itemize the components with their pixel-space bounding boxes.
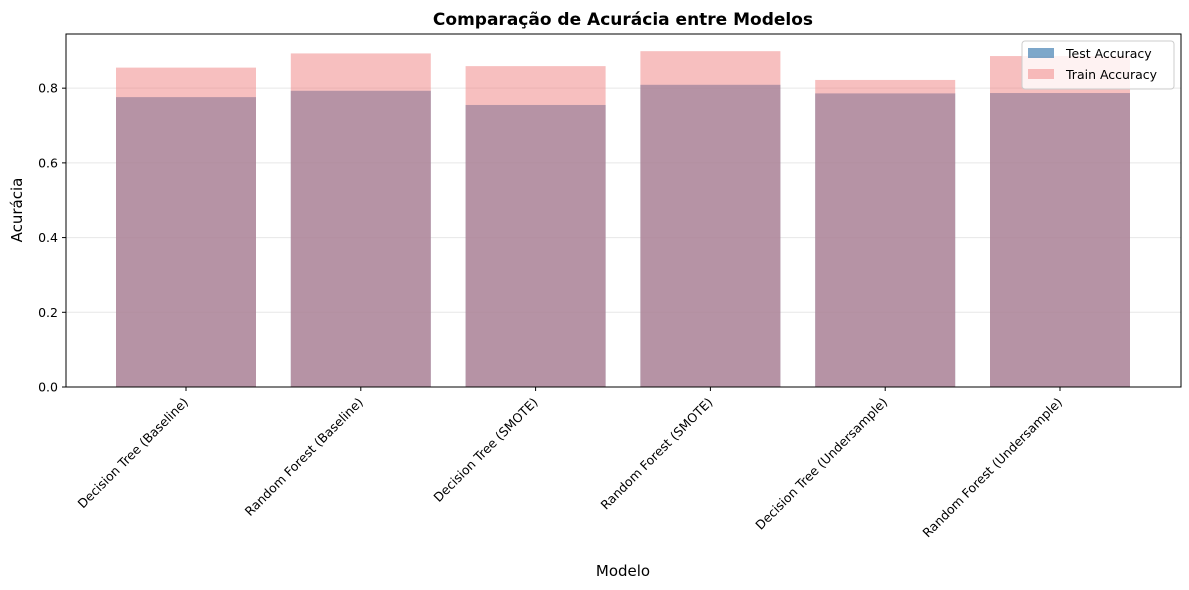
y-tick-label: 0.0 (38, 380, 58, 395)
train-accuracy-bar (815, 79, 956, 387)
x-tick-label: Decision Tree (Undersample) (752, 395, 890, 533)
legend-swatch (1028, 69, 1054, 79)
train-accuracy-bar (640, 51, 781, 387)
x-tick-label: Decision Tree (SMOTE) (430, 395, 540, 505)
train-accuracy-bar (990, 56, 1130, 387)
train-accuracy-bar (116, 67, 256, 387)
bars (116, 51, 1130, 388)
chart-title: Comparação de Acurácia entre Modelos (433, 10, 813, 30)
legend-box (1021, 40, 1175, 90)
plot-frame (65, 33, 1182, 388)
legend-swatch (1028, 48, 1054, 58)
y-tick-label: 0.2 (38, 305, 58, 320)
x-tick-label: Decision Tree (Baseline) (74, 395, 191, 512)
y-tick-label: 0.4 (38, 230, 58, 245)
x-tick-label: Random Forest (Baseline) (242, 395, 366, 519)
train-accuracy-bar (290, 53, 431, 387)
x-axis: Decision Tree (Baseline) Random Forest (B… (74, 387, 1065, 540)
x-tick-label: Random Forest (Undersample) (919, 395, 1065, 541)
legend: Test Accuracy Train Accuracy (1021, 40, 1175, 90)
legend-label: Train Accuracy (1065, 67, 1158, 82)
x-axis-label: Modelo (596, 562, 650, 580)
y-axis-label: Acurácia (8, 178, 26, 243)
y-tick-label: 0.8 (38, 81, 58, 96)
x-tick-label: Random Forest (SMOTE) (598, 395, 716, 513)
y-tick-label: 0.6 (38, 155, 58, 170)
train-accuracy-bar (465, 66, 606, 387)
y-axis: 0.0 0.2 0.4 0.6 0.8 (38, 81, 66, 395)
legend-label: Test Accuracy (1065, 46, 1152, 61)
